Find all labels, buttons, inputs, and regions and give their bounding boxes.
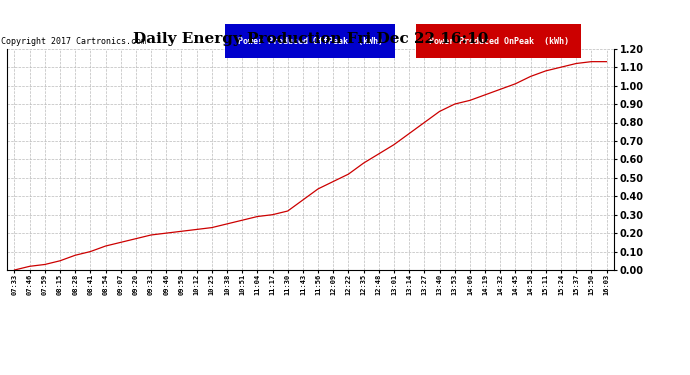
Text: Power Produced OffPeak  (kWh): Power Produced OffPeak (kWh) — [237, 37, 383, 46]
Title: Daily Energy Production Fri Dec 22 16:10: Daily Energy Production Fri Dec 22 16:10 — [132, 32, 489, 46]
Text: Power Produced OnPeak  (kWh): Power Produced OnPeak (kWh) — [429, 37, 569, 46]
Text: Copyright 2017 Cartronics.com: Copyright 2017 Cartronics.com — [1, 37, 146, 46]
